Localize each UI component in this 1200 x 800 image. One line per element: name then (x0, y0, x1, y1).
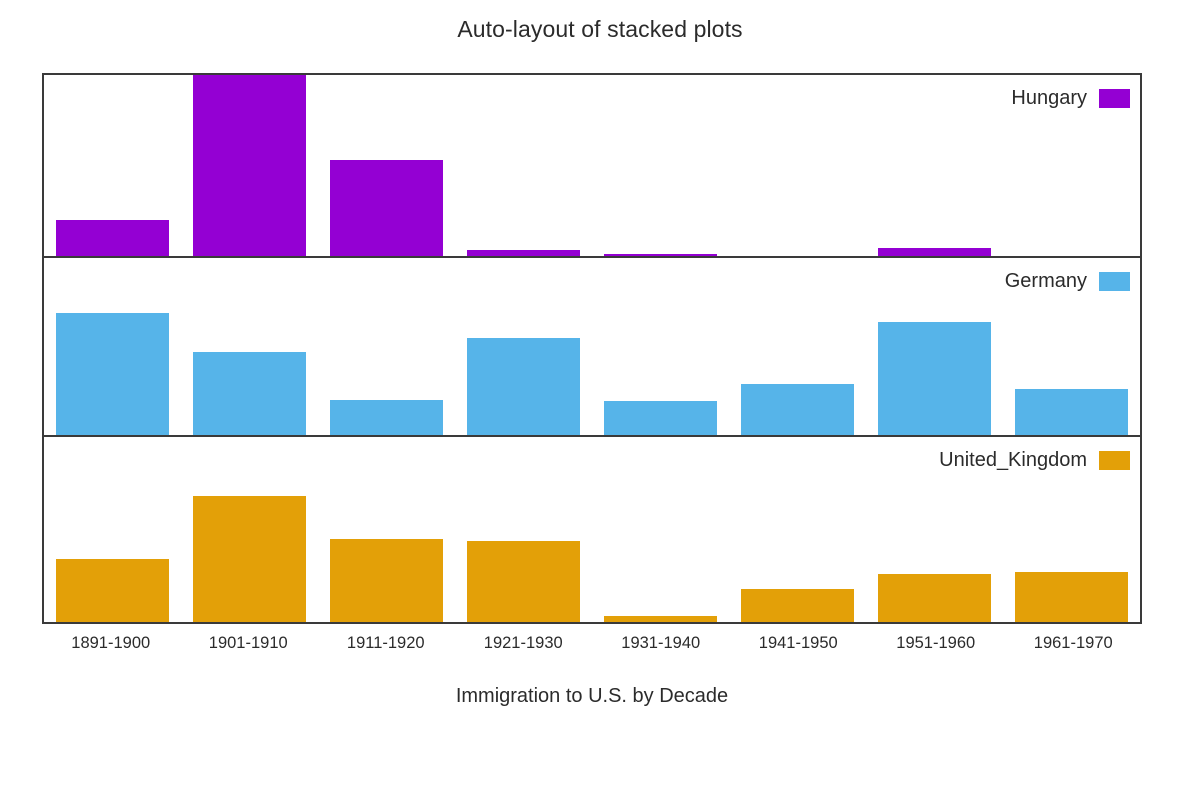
legend-label-hungary: Hungary (1011, 87, 1087, 109)
bar-slot (181, 75, 318, 256)
bar-slot (729, 75, 866, 256)
bar-uk-1911-1920 (330, 538, 443, 622)
bar-slot (181, 437, 318, 622)
bar-slot (729, 437, 866, 622)
bar-uk-1921-1930 (467, 540, 580, 622)
x-axis-title: Immigration to U.S. by Decade (455, 685, 729, 707)
x-axis-tick-labels: 1891-1900 1901-1910 1911-1920 1921-1930 … (42, 634, 1142, 653)
bar-slot (592, 437, 729, 622)
x-tick-label: 1931-1940 (621, 634, 701, 652)
bar-germany-1911-1920 (330, 399, 443, 435)
legend-united-kingdom: United_Kingdom (939, 449, 1130, 472)
bar-slot (866, 258, 1003, 435)
subplot-stack: Hungary Germany (42, 73, 1142, 624)
bar-uk-1891-1900 (56, 559, 169, 622)
bar-slot (592, 75, 729, 256)
bar-slot (318, 258, 455, 435)
bar-slot (181, 258, 318, 435)
legend-label-germany: Germany (1004, 270, 1087, 292)
legend-label-united-kingdom: United_Kingdom (939, 449, 1087, 471)
bar-group-germany (44, 258, 1140, 435)
bar-hungary-1921-1930 (467, 249, 580, 256)
plot-area-hungary (44, 75, 1140, 256)
bar-slot (866, 75, 1003, 256)
figure-title: Auto-layout of stacked plots (457, 16, 743, 42)
bar-germany-1931-1940 (604, 401, 717, 435)
bar-hungary-1901-1910 (193, 75, 306, 256)
bar-slot (44, 437, 181, 622)
subplot-germany: Germany (42, 258, 1142, 437)
bar-slot (318, 437, 455, 622)
bar-slot (1003, 437, 1140, 622)
bar-slot (729, 258, 866, 435)
legend-hungary: Hungary (1011, 87, 1130, 110)
bar-germany-1921-1930 (467, 337, 580, 435)
bar-slot (455, 437, 592, 622)
bar-hungary-1911-1920 (330, 160, 443, 256)
bar-slot (318, 75, 455, 256)
bar-germany-1891-1900 (56, 312, 169, 435)
bar-hungary-1891-1900 (56, 219, 169, 256)
x-tick-label: 1911-1920 (346, 634, 425, 652)
legend-swatch-hungary-icon (1099, 89, 1130, 108)
x-tick-label: 1901-1910 (208, 634, 288, 652)
x-tick-label: 1891-1900 (71, 634, 151, 652)
bar-germany-1951-1960 (878, 321, 991, 435)
legend-swatch-united-kingdom-icon (1099, 451, 1130, 470)
bar-germany-1941-1950 (741, 383, 854, 435)
bar-uk-1931-1940 (604, 615, 717, 622)
x-tick-label: 1921-1930 (483, 634, 563, 652)
x-tick-label: 1961-1970 (1033, 634, 1113, 652)
bar-germany-1961-1970 (1015, 388, 1128, 435)
x-tick-label: 1941-1950 (758, 634, 838, 652)
bar-slot (44, 75, 181, 256)
bar-uk-1901-1910 (193, 496, 306, 622)
bar-slot (455, 258, 592, 435)
bar-uk-1951-1960 (878, 573, 991, 622)
plot-area-united-kingdom (44, 437, 1140, 622)
subplot-united-kingdom: United_Kingdom (42, 437, 1142, 624)
bar-hungary-1951-1960 (878, 247, 991, 256)
bar-slot (866, 437, 1003, 622)
bar-group-united-kingdom (44, 437, 1140, 622)
bar-hungary-1931-1940 (604, 253, 717, 256)
bar-group-hungary (44, 75, 1140, 256)
bar-uk-1961-1970 (1015, 572, 1128, 622)
bar-slot (455, 75, 592, 256)
bar-slot (44, 258, 181, 435)
bar-uk-1941-1950 (741, 588, 854, 622)
bar-slot (1003, 258, 1140, 435)
bar-slot (592, 258, 729, 435)
subplot-hungary: Hungary (42, 73, 1142, 258)
legend-germany: Germany (1005, 270, 1130, 293)
legend-swatch-germany-icon (1099, 272, 1130, 291)
bar-germany-1901-1910 (193, 351, 306, 435)
x-tick-label: 1951-1960 (896, 634, 976, 652)
plot-area-germany (44, 258, 1140, 435)
